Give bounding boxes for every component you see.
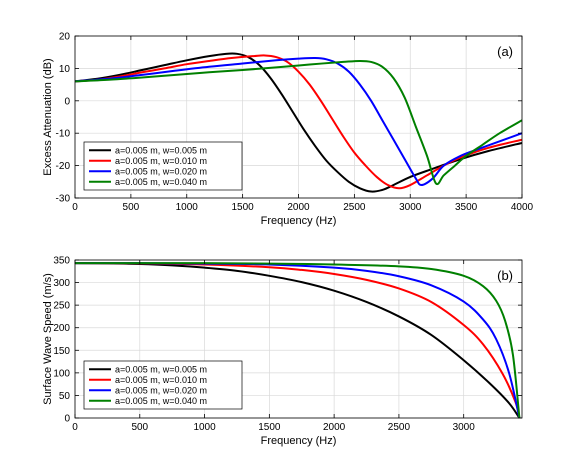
x-tick-label: 1000 [193,422,216,433]
legend-entry: a=0.005 m, w=0.040 m [115,396,207,406]
x-tick-label: 500 [131,422,148,433]
y-axis-title: Excess Attenuation (dB) [42,58,54,175]
x-tick-label: 2000 [287,202,310,213]
panel-label: (b) [497,268,513,283]
x-tick-label: 0 [72,422,78,433]
x-axis-title: Frequency (Hz) [261,215,337,227]
x-tick-label: 500 [123,202,140,213]
x-tick-label: 3000 [399,202,422,213]
x-tick-label: 2000 [323,422,346,433]
legend-entry: a=0.005 m, w=0.005 m [115,145,207,155]
y-tick-label: 20 [59,32,71,43]
x-tick-label: 1000 [176,202,199,213]
y-tick-label: 150 [53,346,70,357]
y-tick-label: 350 [53,256,70,267]
legend-entry: a=0.005 m, w=0.005 m [115,364,207,374]
y-tick-label: 100 [53,368,70,379]
legend-entry: a=0.005 m, w=0.040 m [115,177,207,187]
x-tick-label: 4000 [511,202,534,213]
y-tick-label: -30 [56,194,71,205]
panel-b: 0 500 1000 1500 2000 2500 3000 0 50 100 150 200 250 3… [42,256,522,448]
x-tick-label: 1500 [232,202,255,213]
x-tick-label: 1500 [258,422,281,433]
legend-entry: a=0.005 m, w=0.010 m [115,375,207,385]
legend-entry: a=0.005 m, w=0.010 m [115,156,207,166]
y-tick-label: 0 [64,96,70,107]
y-tick-label: -10 [56,129,71,140]
x-tick-label: 2500 [343,202,366,213]
y-tick-label: 250 [53,301,70,312]
x-tick-label: 3000 [453,422,476,433]
y-tick-label: 10 [59,64,71,75]
y-tick-label: 300 [53,278,70,289]
panel-a: 0 500 1000 1500 2000 2500 3000 3500 4000 -30 -20 -1… [42,32,534,228]
y-tick-label: -20 [56,161,71,172]
legend-entry: a=0.005 m, w=0.020 m [115,385,207,395]
x-tick-label: 3500 [455,202,478,213]
y-tick-label: 50 [59,391,71,402]
legend-entry: a=0.005 m, w=0.020 m [115,166,207,176]
x-axis-title: Frequency (Hz) [261,435,337,447]
x-tick-label: 2500 [388,422,411,433]
y-tick-label: 200 [53,323,70,334]
y-tick-label: 0 [64,414,70,425]
x-tick-label: 0 [72,202,78,213]
panel-label: (a) [497,44,513,59]
y-axis-title: Surface Wave Speed (m/s) [42,273,54,405]
